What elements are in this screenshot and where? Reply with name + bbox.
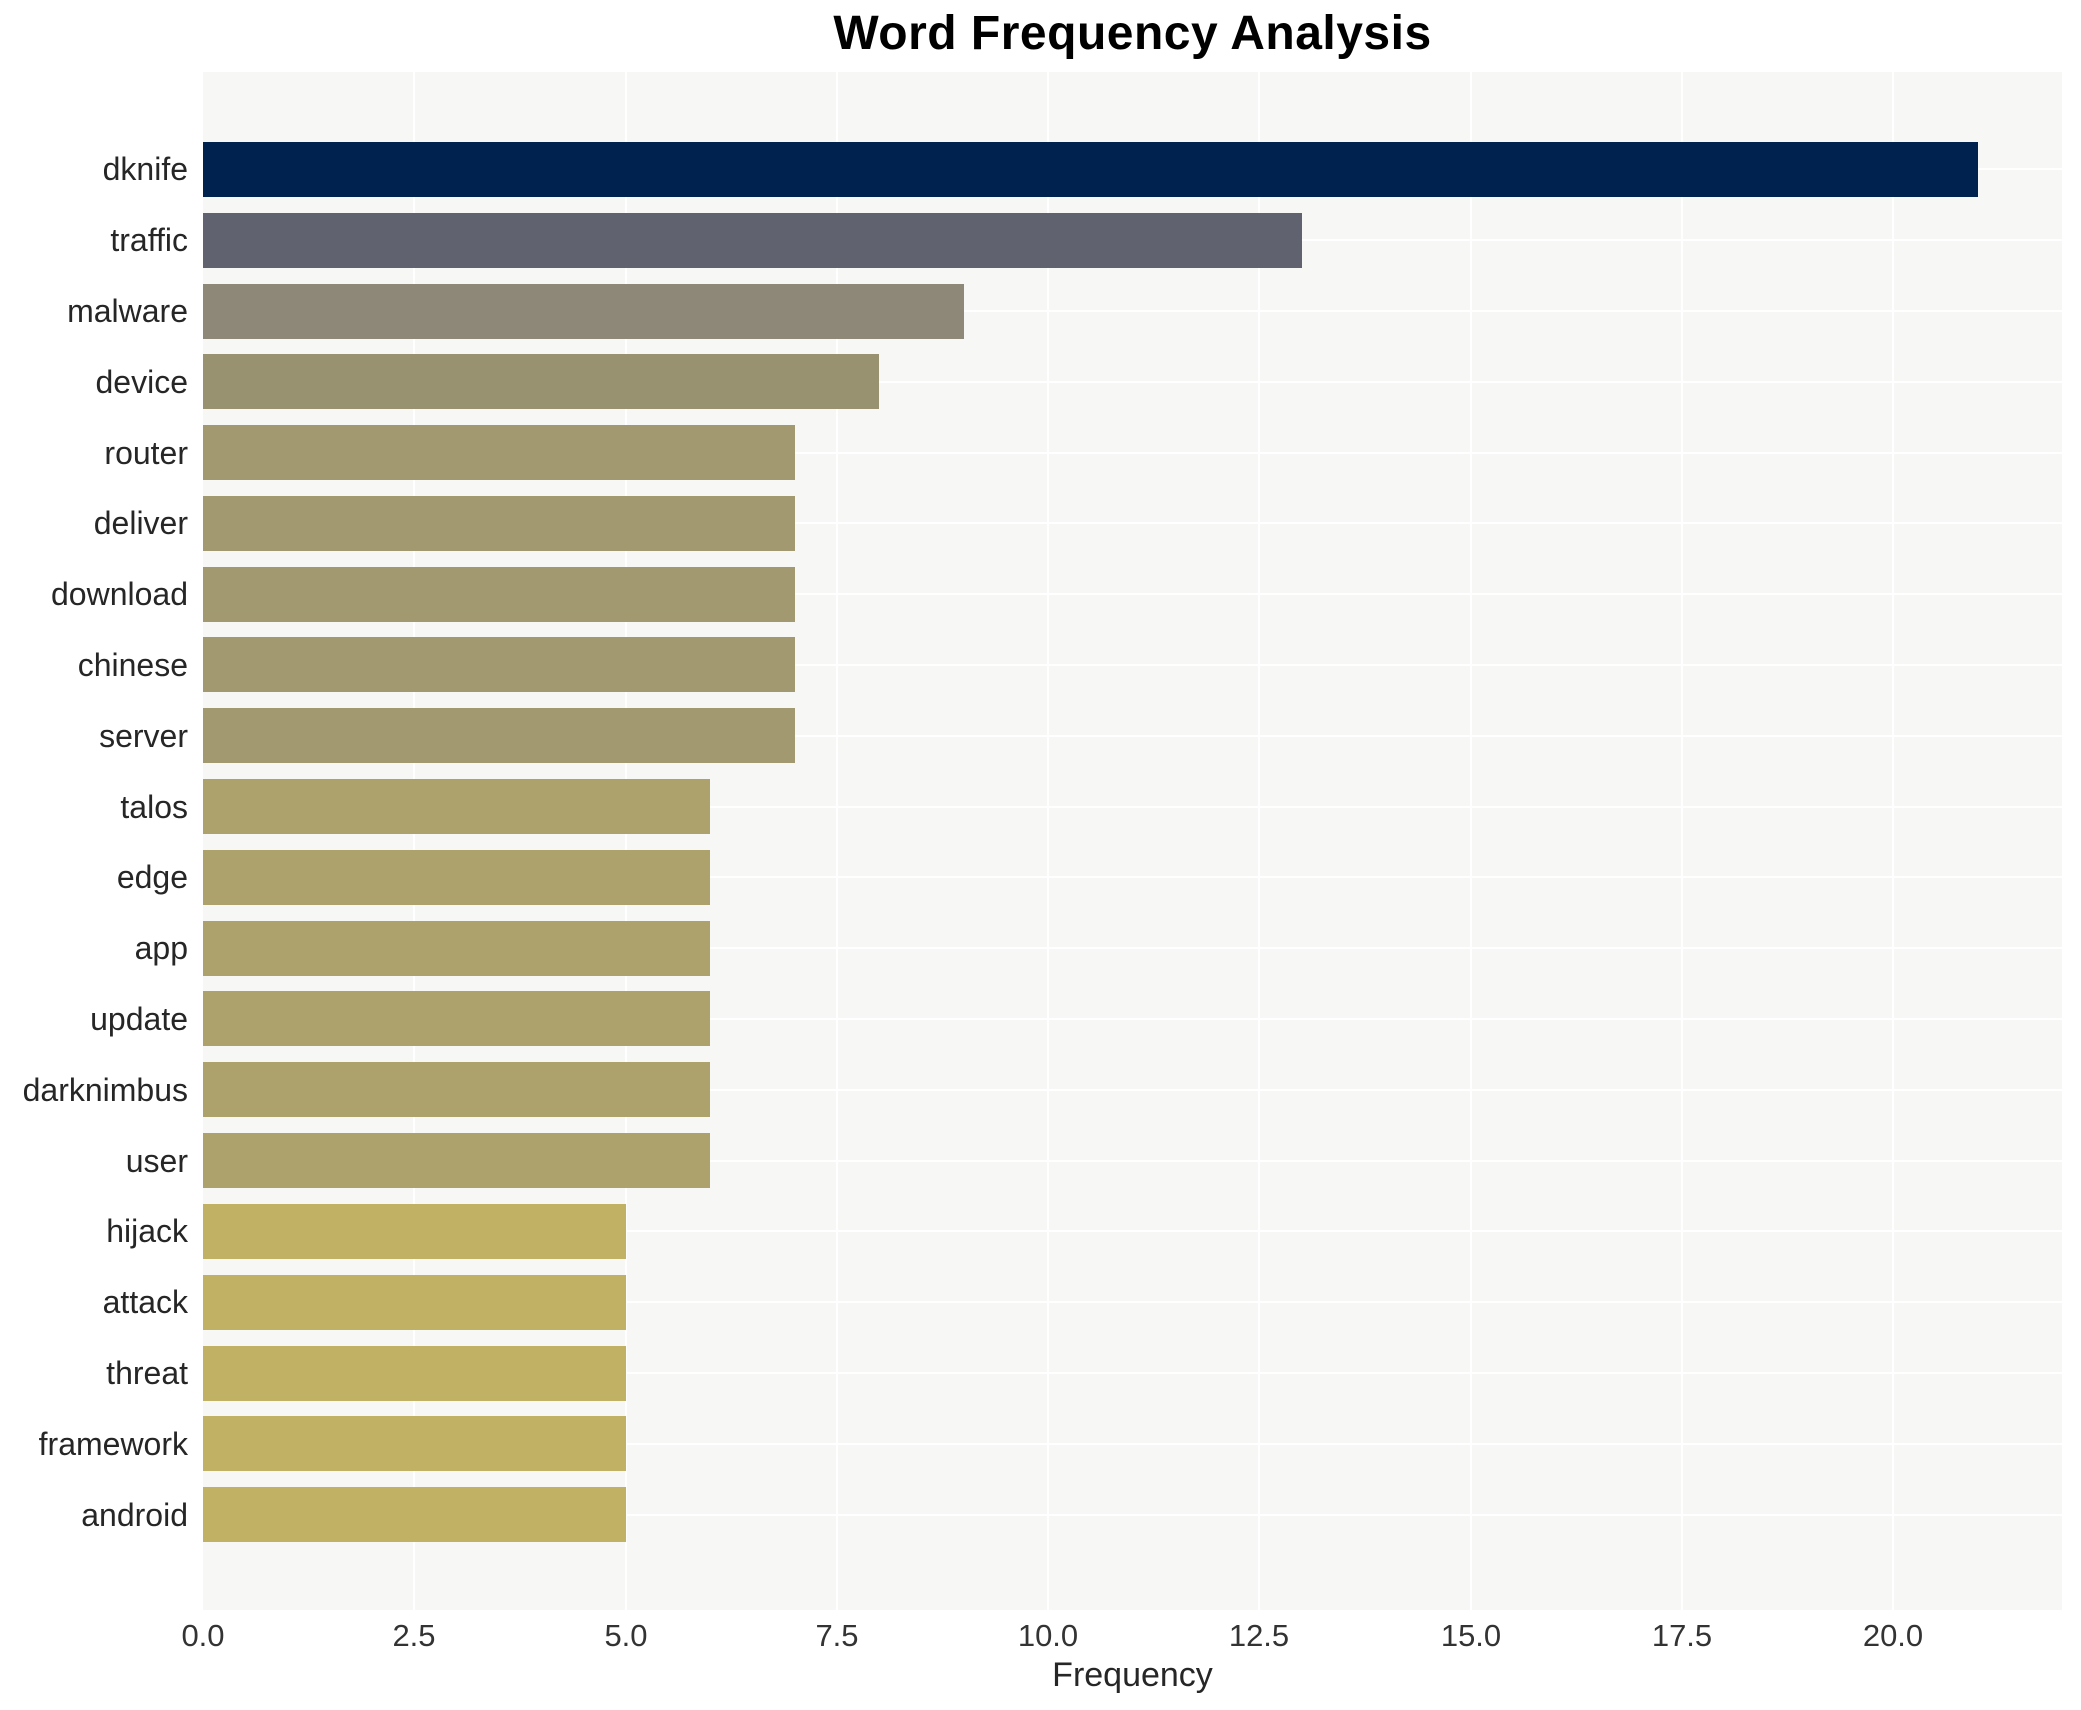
x-gridline-10.0 <box>1047 72 1049 1610</box>
bar-android <box>203 1487 626 1542</box>
y-label-deliver: deliver <box>93 505 188 541</box>
y-gridline-darknimbus <box>203 1089 2062 1091</box>
plot-area <box>203 72 2062 1610</box>
y-gridline-deliver <box>203 522 2062 524</box>
y-gridline-malware <box>203 310 2062 312</box>
y-label-chinese: chinese <box>77 647 188 683</box>
x-tick-2.5: 2.5 <box>392 1618 436 1653</box>
y-gridline-user <box>203 1160 2062 1162</box>
y-label-malware: malware <box>67 293 188 329</box>
x-gridline-2.5 <box>413 72 415 1610</box>
bar-hijack <box>203 1204 626 1259</box>
y-gridline-framework <box>203 1443 2062 1445</box>
y-label-dknife: dknife <box>102 151 188 187</box>
bar-chinese <box>203 637 795 692</box>
x-gridline-17.5 <box>1681 72 1683 1610</box>
bar-router <box>203 425 795 480</box>
x-gridline-15.0 <box>1470 72 1472 1610</box>
y-gridline-talos <box>203 806 2062 808</box>
x-tick-17.5: 17.5 <box>1651 1618 1713 1653</box>
y-label-hijack: hijack <box>106 1213 188 1249</box>
bar-talos <box>203 779 710 834</box>
x-tick-0.0: 0.0 <box>181 1618 225 1653</box>
x-gridline-7.5 <box>836 72 838 1610</box>
y-label-attack: attack <box>102 1284 188 1320</box>
bar-download <box>203 567 795 622</box>
bar-malware <box>203 284 964 339</box>
bar-darknimbus <box>203 1062 710 1117</box>
y-gridline-hijack <box>203 1230 2062 1232</box>
y-label-update: update <box>90 1001 188 1037</box>
x-gridline-5.0 <box>625 72 627 1610</box>
bar-user <box>203 1133 710 1188</box>
bar-framework <box>203 1416 626 1471</box>
y-gridline-app <box>203 947 2062 949</box>
y-gridline-download <box>203 593 2062 595</box>
y-gridline-router <box>203 452 2062 454</box>
bar-device <box>203 354 879 409</box>
chart-title: Word Frequency Analysis <box>833 7 1432 60</box>
y-label-device: device <box>95 364 189 400</box>
x-gridline-12.5 <box>1258 72 1260 1610</box>
bar-deliver <box>203 496 795 551</box>
bar-attack <box>203 1275 626 1330</box>
bar-dknife <box>203 142 1978 197</box>
y-label-traffic: traffic <box>110 222 188 258</box>
y-gridline-update <box>203 1018 2062 1020</box>
y-gridline-edge <box>203 876 2062 878</box>
x-tick-12.5: 12.5 <box>1228 1618 1290 1653</box>
bar-server <box>203 708 795 763</box>
y-label-talos: talos <box>120 789 188 825</box>
y-gridline-android <box>203 1514 2062 1516</box>
bar-update <box>203 991 710 1046</box>
y-gridline-chinese <box>203 664 2062 666</box>
y-gridline-server <box>203 735 2062 737</box>
y-label-server: server <box>99 718 188 754</box>
x-tick-15.0: 15.0 <box>1440 1618 1502 1653</box>
bar-threat <box>203 1346 626 1401</box>
bar-app <box>203 921 710 976</box>
bar-edge <box>203 850 710 905</box>
x-tick-7.5: 7.5 <box>815 1618 859 1653</box>
y-label-framework: framework <box>38 1426 188 1462</box>
y-label-edge: edge <box>116 859 188 895</box>
y-label-router: router <box>104 435 188 471</box>
y-gridline-device <box>203 381 2062 383</box>
bar-traffic <box>203 213 1302 268</box>
x-tick-20.0: 20.0 <box>1862 1618 1924 1653</box>
y-label-app: app <box>134 930 188 966</box>
y-label-download: download <box>51 576 188 612</box>
y-gridline-threat <box>203 1372 2062 1374</box>
y-gridline-attack <box>203 1301 2062 1303</box>
x-axis-title: Frequency <box>1052 1656 1213 1694</box>
y-label-darknimbus: darknimbus <box>22 1072 188 1108</box>
y-label-user: user <box>125 1143 188 1179</box>
y-label-android: android <box>81 1497 188 1533</box>
x-tick-10.0: 10.0 <box>1017 1618 1079 1653</box>
y-label-threat: threat <box>106 1355 188 1391</box>
x-tick-5.0: 5.0 <box>604 1618 648 1653</box>
x-gridline-20.0 <box>1892 72 1894 1610</box>
